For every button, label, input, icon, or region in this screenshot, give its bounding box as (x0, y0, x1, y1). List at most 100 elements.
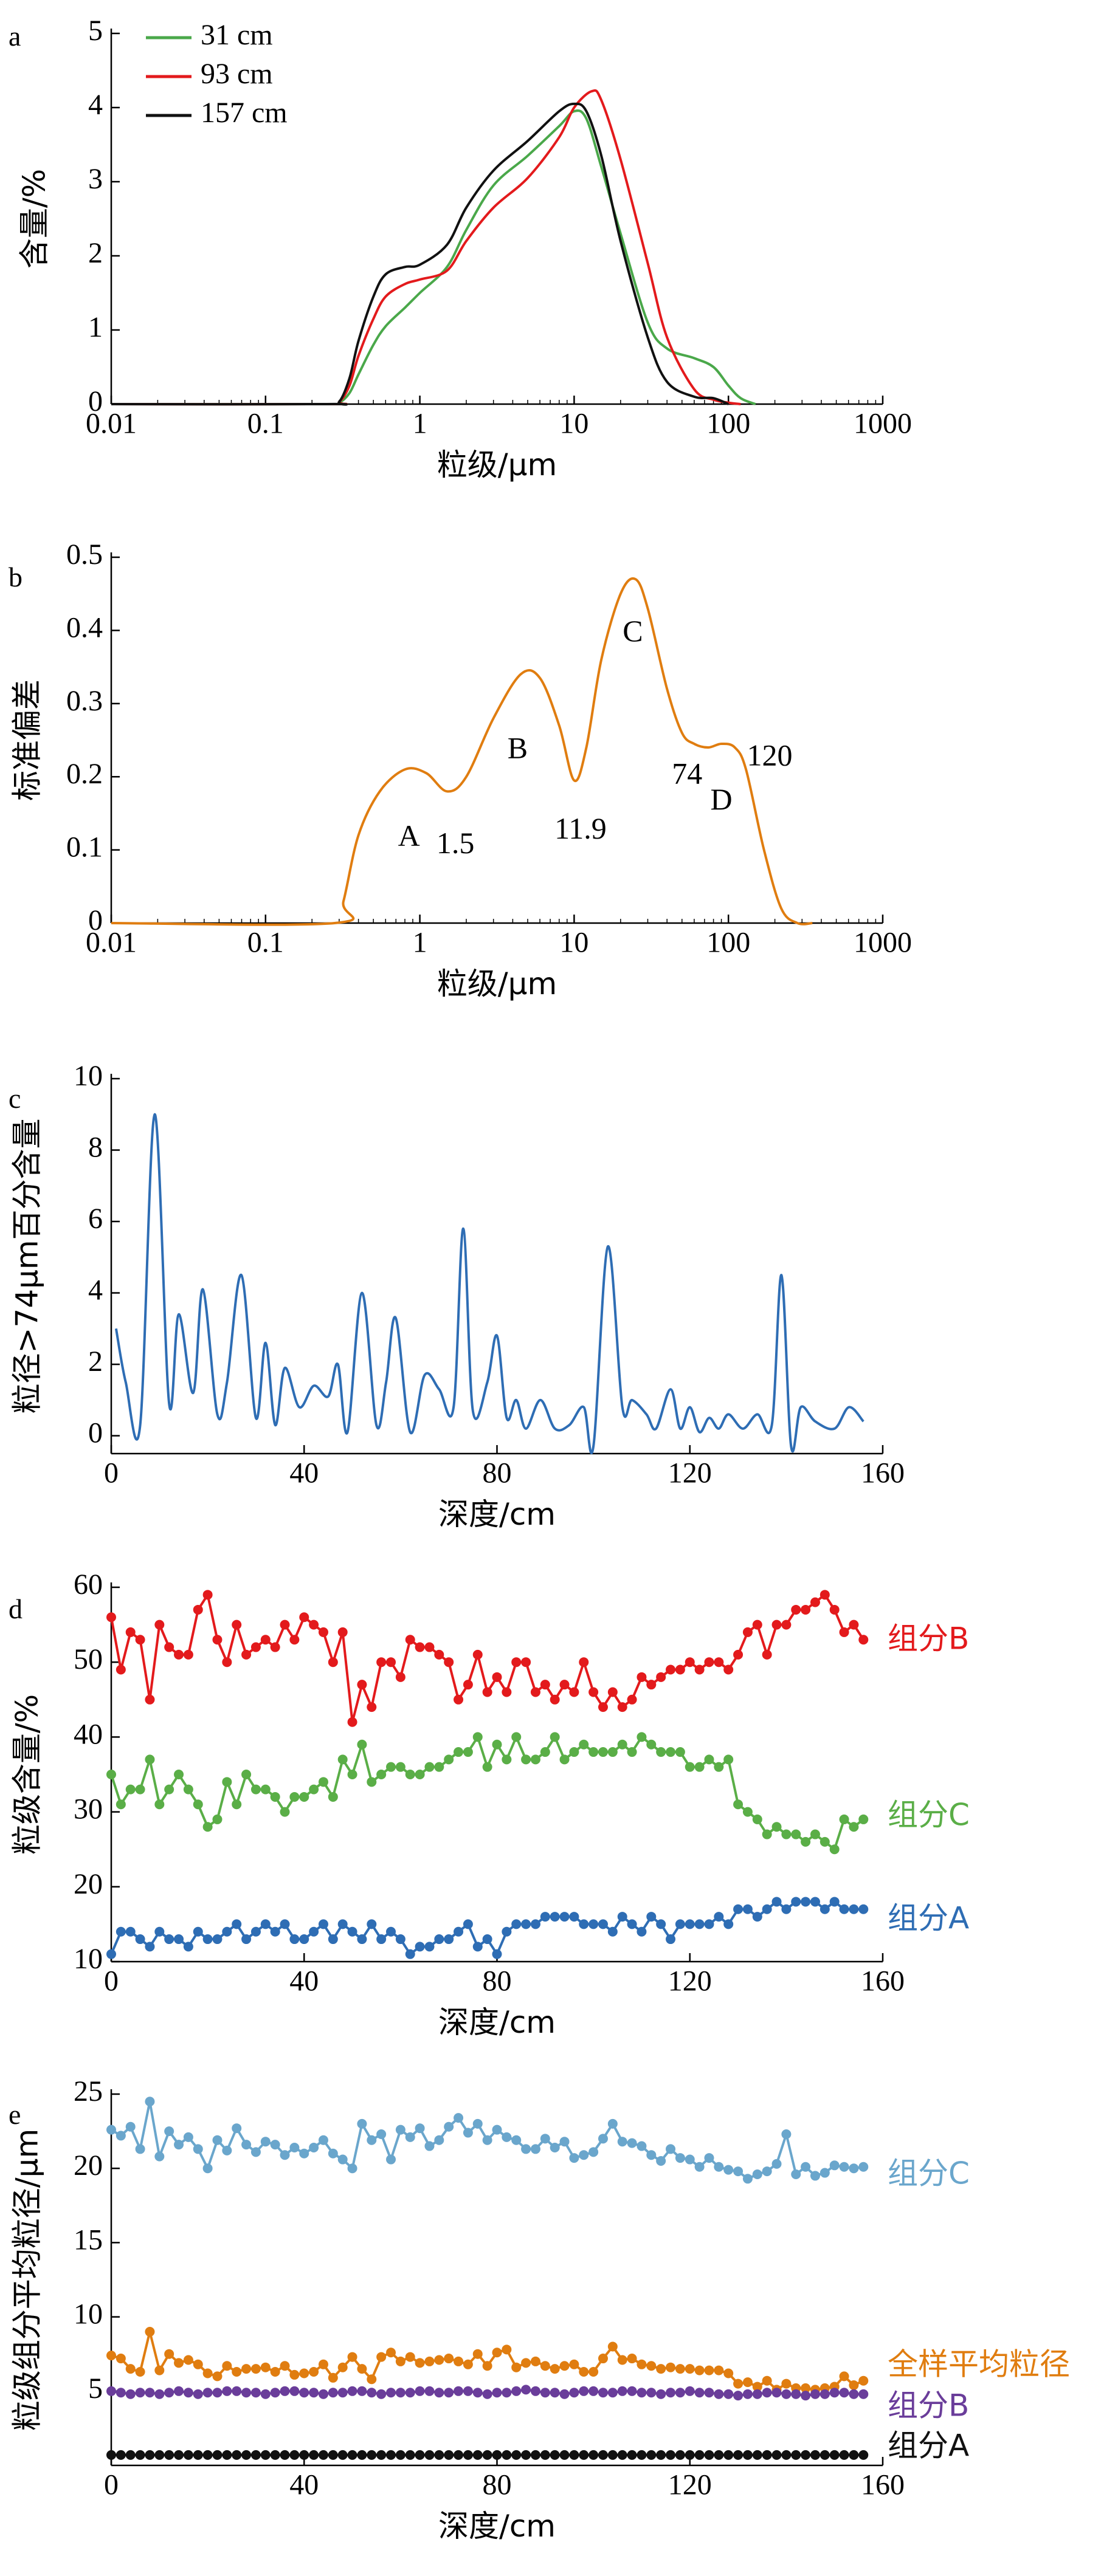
data-point-e-2 (492, 2388, 502, 2398)
data-point-d-2 (357, 1934, 367, 1945)
series-line-d-1 (110, 1736, 864, 1851)
data-point-d-2 (559, 1912, 570, 1922)
data-point-d-2 (829, 1897, 840, 1907)
data-point-e-3 (145, 2450, 155, 2460)
data-point-d-1 (675, 1747, 685, 1757)
data-point-d-0 (463, 1680, 473, 1690)
data-point-e-3 (135, 2450, 145, 2460)
data-point-e-1 (395, 2356, 405, 2366)
data-point-e-3 (530, 2450, 540, 2460)
data-point-d-2 (232, 1919, 242, 1929)
y-axis-title-a: 含量/% (17, 169, 52, 269)
series-line-b-0 (111, 577, 813, 926)
data-point-e-3 (347, 2450, 357, 2460)
data-point-e-1 (415, 2358, 425, 2368)
data-point-e-2 (598, 2388, 608, 2398)
data-point-e-3 (762, 2450, 772, 2460)
data-point-d-2 (202, 1934, 213, 1945)
series-side-label: 组分C (888, 1798, 970, 1833)
data-point-e-2 (424, 2386, 435, 2396)
data-point-d-2 (569, 1912, 579, 1922)
data-point-d-1 (704, 1754, 714, 1765)
data-point-d-1 (550, 1732, 560, 1742)
data-point-e-3 (318, 2450, 328, 2460)
data-point-e-2 (742, 2389, 753, 2399)
data-point-d-0 (376, 1657, 387, 1668)
data-point-d-2 (463, 1919, 473, 1929)
data-point-e-1 (607, 2341, 618, 2352)
data-point-e-2 (328, 2388, 338, 2398)
data-point-e-2 (135, 2388, 145, 2398)
data-point-d-1 (627, 1747, 637, 1757)
data-point-d-2 (810, 1897, 820, 1907)
data-point-d-2 (801, 1897, 811, 1907)
data-point-d-0 (154, 1619, 165, 1630)
data-point-d-2 (472, 1942, 483, 1952)
data-point-d-2 (723, 1919, 734, 1929)
data-point-e-0 (752, 2169, 762, 2179)
data-point-d-0 (328, 1657, 338, 1668)
data-point-e-0 (810, 2171, 820, 2181)
data-point-e-1 (145, 2327, 155, 2337)
data-point-d-1 (579, 1739, 589, 1750)
data-point-e-3 (791, 2450, 801, 2460)
data-point-d-2 (347, 1926, 357, 1937)
data-point-d-1 (511, 1732, 522, 1742)
data-point-e-2 (193, 2389, 203, 2399)
data-point-e-1 (762, 2375, 772, 2386)
x-tick-label-b: 1000 (854, 927, 912, 959)
data-point-e-3 (212, 2450, 223, 2460)
data-point-e-0 (559, 2137, 570, 2147)
data-point-d-0 (454, 1694, 464, 1705)
data-point-d-1 (232, 1799, 242, 1810)
data-point-e-1 (463, 2359, 473, 2369)
data-point-d-1 (415, 1770, 425, 1779)
y-tick-label-a: 2 (88, 237, 103, 269)
y-tick-label-c: 6 (88, 1203, 103, 1235)
data-point-e-2 (174, 2386, 184, 2396)
data-point-e-0 (607, 2118, 618, 2129)
data-point-e-3 (598, 2450, 608, 2460)
data-point-d-1 (328, 1791, 338, 1802)
data-point-e-2 (270, 2388, 280, 2398)
data-point-e-0 (511, 2135, 522, 2145)
data-point-d-2 (250, 1926, 261, 1937)
data-point-e-3 (540, 2450, 550, 2460)
data-point-d-0 (212, 1635, 223, 1645)
series-line-a-0 (111, 109, 756, 406)
data-point-e-0 (733, 2166, 744, 2177)
x-axis-title-b: 粒级/μm (437, 966, 557, 1001)
data-point-e-2 (588, 2386, 599, 2396)
data-point-e-1 (482, 2361, 492, 2371)
y-tick-label-b: 0 (88, 904, 103, 936)
data-point-e-3 (174, 2450, 184, 2460)
data-point-e-1 (135, 2367, 145, 2377)
data-point-e-2 (212, 2388, 223, 2398)
data-point-e-2 (289, 2386, 300, 2396)
data-point-d-0 (791, 1604, 801, 1615)
chart-panel-e (106, 2089, 884, 2467)
data-point-d-1 (454, 1747, 464, 1757)
data-point-e-3 (463, 2450, 473, 2460)
data-point-e-0 (540, 2134, 550, 2144)
data-point-e-0 (154, 2151, 165, 2162)
data-point-d-0 (116, 1664, 126, 1675)
data-point-d-0 (386, 1657, 396, 1668)
annotation-label: A (398, 819, 420, 853)
data-point-e-0 (588, 2147, 599, 2157)
data-point-d-0 (598, 1702, 608, 1712)
data-point-e-0 (666, 2144, 676, 2154)
data-point-d-2 (328, 1934, 338, 1945)
data-point-d-0 (424, 1642, 435, 1652)
data-point-e-2 (733, 2391, 744, 2401)
data-point-e-2 (579, 2386, 589, 2396)
data-point-e-1 (183, 2355, 193, 2365)
data-point-e-0 (502, 2132, 512, 2142)
data-point-d-1 (637, 1732, 647, 1742)
data-point-d-1 (617, 1739, 627, 1750)
data-point-e-2 (810, 2389, 820, 2399)
data-point-e-2 (685, 2386, 695, 2396)
data-point-e-1 (598, 2354, 608, 2364)
data-point-e-3 (376, 2450, 387, 2460)
